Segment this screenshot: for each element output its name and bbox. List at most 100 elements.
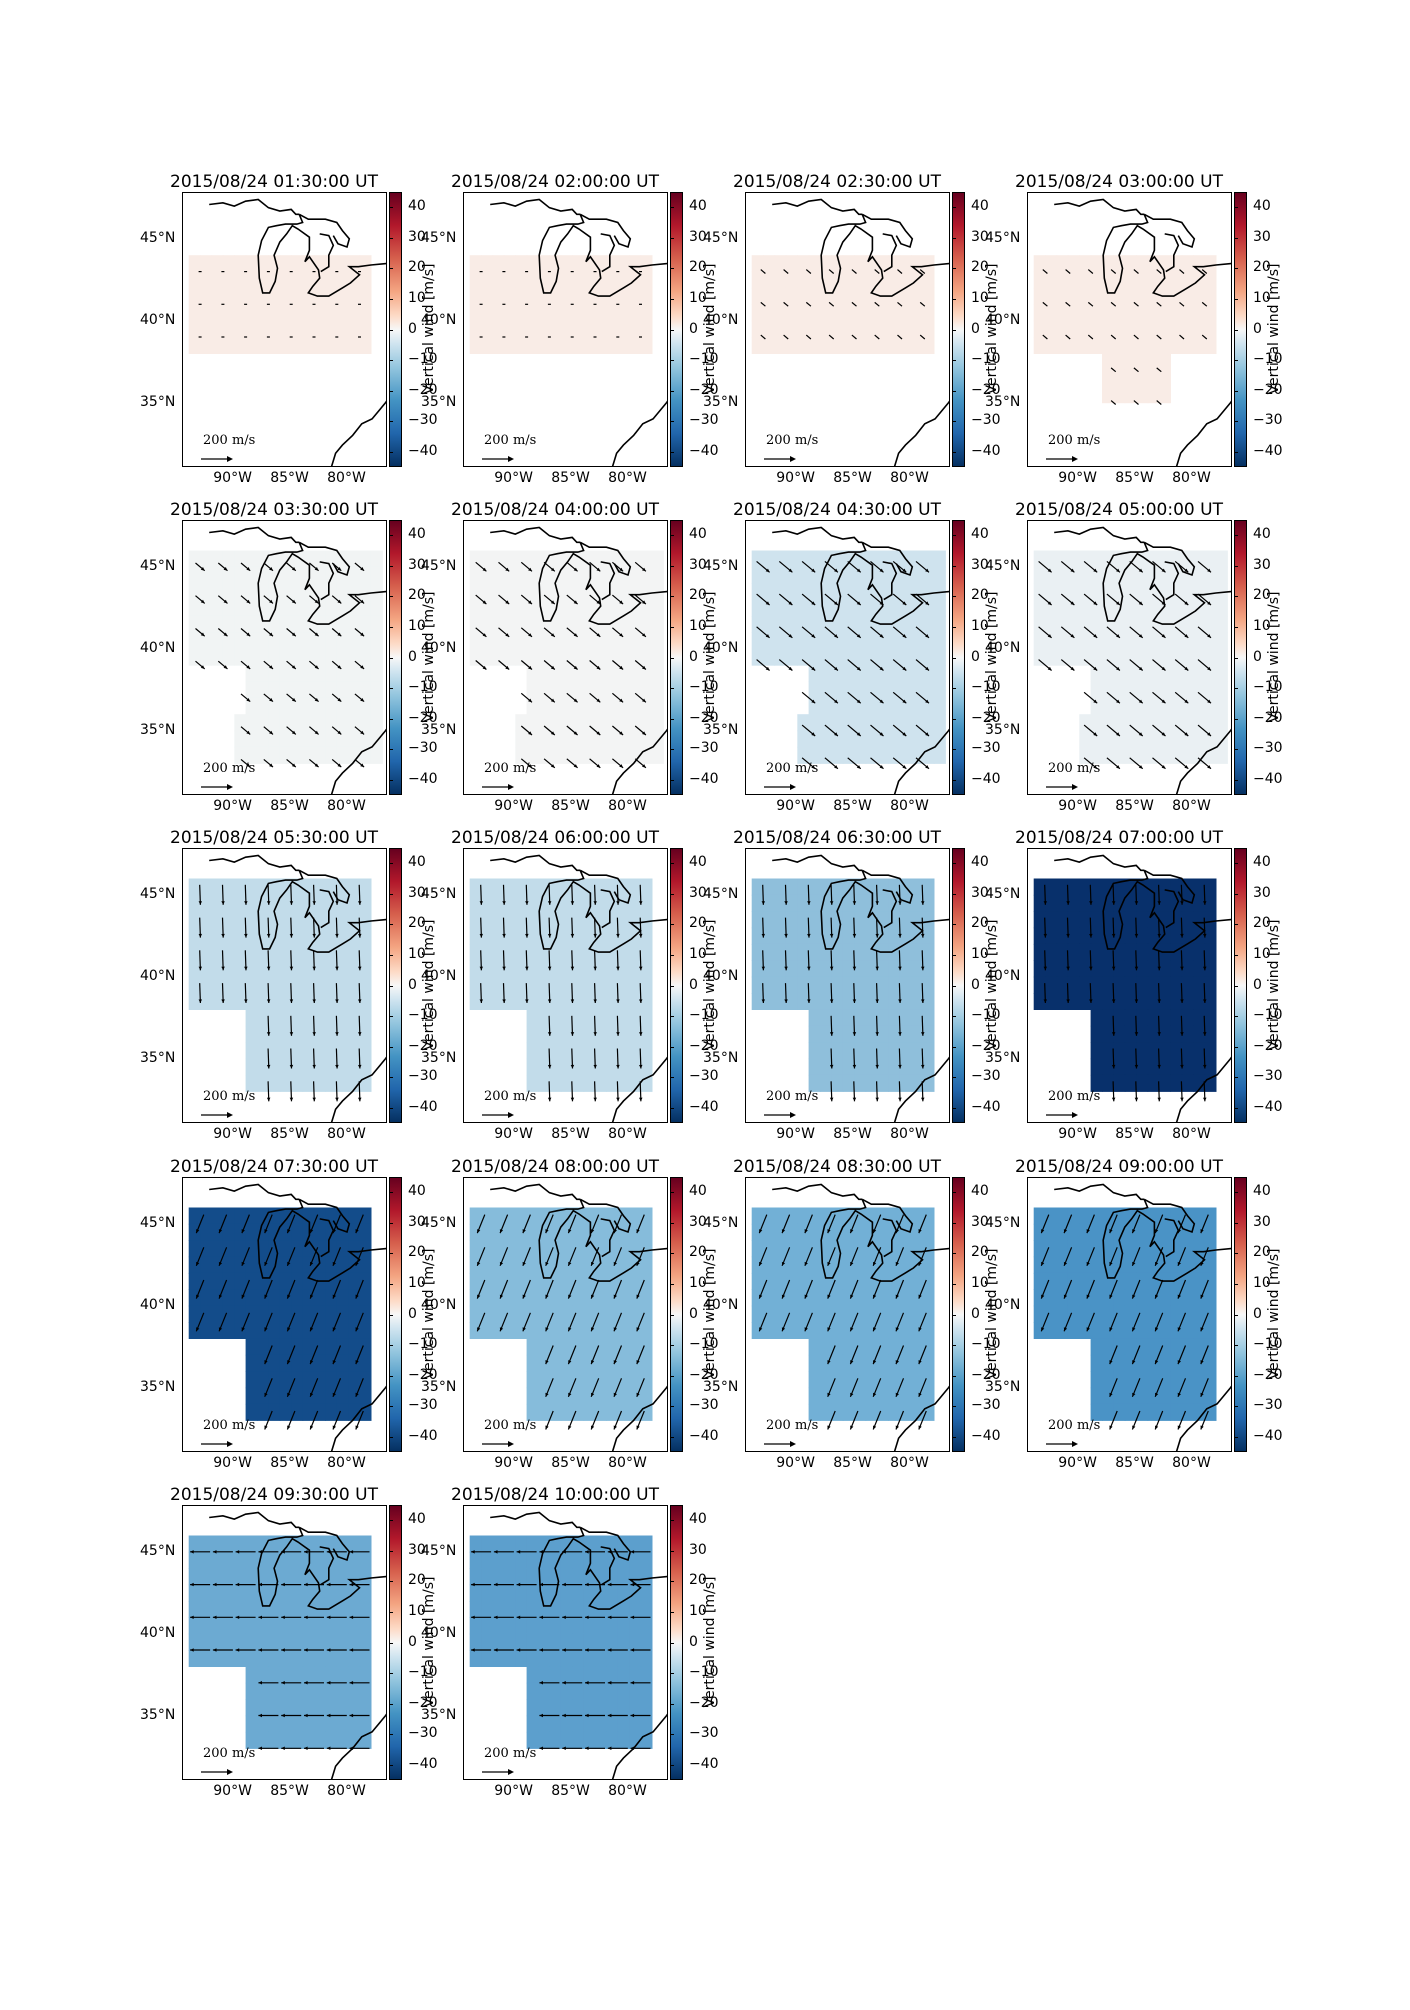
- wind-cell: [1033, 1207, 1046, 1225]
- wind-cell: [291, 1025, 304, 1043]
- wind-cell: [314, 1682, 326, 1700]
- wind-cell: [469, 976, 482, 994]
- wind-cell: [922, 304, 935, 322]
- wind-cell: [481, 1633, 494, 1651]
- wind-cell: [583, 648, 596, 666]
- scale-arrow: [764, 784, 796, 790]
- wind-cell: [211, 1617, 224, 1635]
- wind-cells: [469, 1535, 653, 1749]
- wind-cell: [348, 1535, 361, 1553]
- wind-arrow: [1157, 1081, 1161, 1102]
- wind-cell: [1090, 550, 1103, 568]
- wind-cell: [503, 1305, 516, 1323]
- wind-cell: [1147, 353, 1160, 371]
- wind-cell: [560, 1042, 573, 1060]
- wind-cell: [922, 1240, 935, 1258]
- wind-arrow: [281, 1582, 302, 1587]
- longitude-label: 85°W: [270, 1126, 309, 1142]
- wind-cell: [211, 1600, 224, 1618]
- wind-arrow: [824, 626, 839, 639]
- wind-arrow: [332, 1345, 342, 1365]
- wind-arrow: [266, 1081, 271, 1102]
- wind-cell: [359, 1042, 372, 1060]
- wind-cell: [1033, 976, 1046, 994]
- wind-cell: [1181, 337, 1194, 354]
- wind-arrow: [1156, 269, 1162, 274]
- wind-arrow: [570, 1015, 575, 1036]
- wind-cell: [595, 878, 607, 896]
- map-frame: 200 m/s: [1027, 848, 1232, 1123]
- wind-arrow: [1106, 724, 1121, 737]
- wind-cell: [492, 1551, 505, 1569]
- wind-cell: [1102, 1403, 1114, 1421]
- wind-cell: [560, 1551, 573, 1569]
- wind-arrow: [874, 301, 880, 307]
- wind-cell: [234, 927, 247, 945]
- wind-cell: [515, 714, 528, 732]
- wind-cell: [583, 1600, 596, 1618]
- wind-cell: [595, 632, 607, 650]
- wind-cell: [629, 1058, 642, 1076]
- wind-arrow: [847, 560, 862, 573]
- wind-cell: [629, 1617, 642, 1635]
- wind-cell: [911, 337, 924, 354]
- wind-cell: [1204, 1223, 1217, 1241]
- wind-cell: [538, 681, 550, 699]
- wind-cell: [279, 1617, 292, 1635]
- wind-cell: [820, 287, 832, 305]
- wind-cell: [785, 566, 798, 584]
- wind-cell: [842, 746, 855, 764]
- wind-arrow: [354, 628, 365, 637]
- colorbar-tickmark: [670, 1107, 674, 1109]
- wind-arrow: [217, 595, 228, 604]
- wind-cell: [348, 1042, 361, 1060]
- wind-cell: [359, 1289, 372, 1307]
- wind-cell: [865, 566, 878, 584]
- wind-cell: [1045, 271, 1058, 289]
- wind-arrow: [479, 884, 483, 905]
- wind-cell: [606, 1584, 619, 1602]
- coastline: [1175, 400, 1231, 466]
- wind-cell: [583, 337, 596, 354]
- wind-cell: [583, 1272, 596, 1290]
- wind-cell: [526, 1584, 539, 1602]
- wind-cell: [245, 287, 258, 305]
- coastline: [861, 1198, 914, 1234]
- wind-cell: [854, 1009, 867, 1027]
- wind-cell: [572, 1223, 585, 1241]
- wind-cell: [469, 894, 482, 912]
- wind-cell: [774, 320, 787, 338]
- wind-cell: [325, 648, 338, 666]
- wind-cell: [1147, 665, 1160, 682]
- wind-cell: [1056, 976, 1069, 994]
- wind-cell: [560, 878, 573, 896]
- wind-arrow: [1180, 983, 1184, 1004]
- wind-cell: [1136, 1025, 1149, 1043]
- wind-cell: [1159, 878, 1171, 896]
- wind-cell: [549, 632, 562, 650]
- colorbar-tick-label: −20: [408, 1366, 438, 1383]
- wind-cell: [348, 976, 361, 994]
- wind-arrow: [258, 1681, 279, 1685]
- wind-cell: [336, 1731, 349, 1749]
- wind-cell: [1181, 1354, 1194, 1372]
- wind-cell: [888, 697, 901, 715]
- wind-arrow: [872, 1345, 882, 1365]
- coastline: [1102, 213, 1231, 297]
- wind-cell: [1045, 599, 1058, 617]
- wind-cell: [549, 1322, 562, 1339]
- colorbar-tickmark: [389, 893, 393, 895]
- wind-cell: [1136, 665, 1149, 682]
- latitude-label: 45°N: [985, 1214, 1021, 1231]
- wind-cell: [314, 1403, 326, 1421]
- wind-cell: [1102, 1025, 1114, 1043]
- wind-cell: [911, 1009, 924, 1027]
- wind-cell: [595, 1650, 607, 1667]
- wind-cell: [188, 1600, 201, 1618]
- wind-cell: [865, 1371, 878, 1389]
- wind-cell: [325, 1650, 338, 1667]
- wind-cell: [877, 714, 889, 732]
- wind-cell: [503, 566, 516, 584]
- wind-arrow: [331, 562, 342, 572]
- wind-cell: [279, 927, 292, 945]
